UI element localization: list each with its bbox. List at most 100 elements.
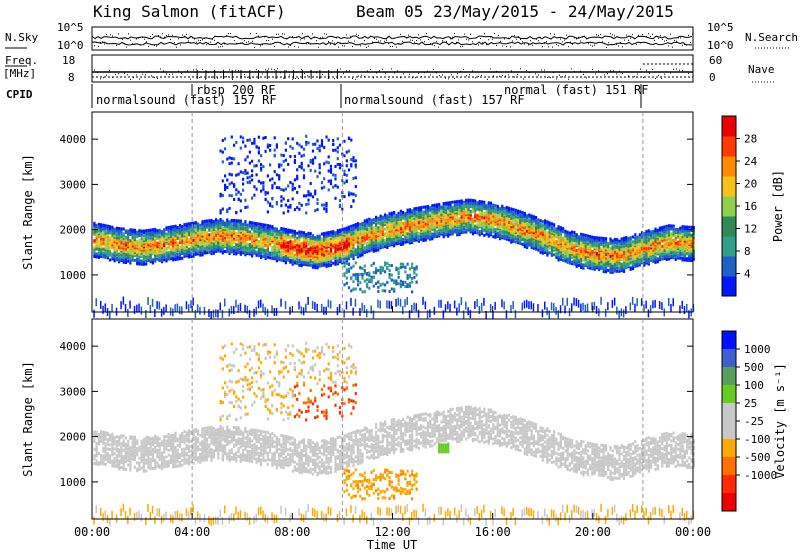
power-cell: [318, 244, 321, 248]
power-cell: [332, 234, 335, 238]
power-cell: [282, 159, 285, 163]
power-cell: [381, 289, 384, 293]
power-cell: [136, 235, 139, 239]
power-cell: [474, 216, 477, 220]
power-cell: [379, 228, 382, 232]
power-cell: [449, 212, 452, 216]
power-cell: [215, 232, 218, 236]
power-cell: [471, 205, 475, 209]
power-cell: [208, 241, 211, 245]
power-cell: [379, 246, 382, 250]
power-cell: [341, 236, 344, 239]
power-cell: [469, 209, 472, 213]
power-cell: [361, 228, 364, 232]
power-cell: [196, 244, 200, 248]
power-cell: [356, 225, 360, 229]
power-cell: [503, 227, 506, 231]
power-cell: [368, 246, 371, 250]
power-cell: [235, 231, 238, 235]
power-cell: [354, 163, 357, 167]
power-cell: [187, 249, 191, 253]
power-cell: [142, 229, 145, 233]
power-cell: [496, 228, 499, 232]
power-cell: [242, 249, 245, 253]
power-cell: [169, 247, 173, 251]
power-cell: [352, 223, 355, 227]
power-cell: [228, 220, 231, 224]
power-cell: [460, 204, 463, 208]
power-cell: [480, 302, 483, 311]
power-cell: [559, 249, 562, 253]
power-cell: [460, 226, 463, 230]
power-cell: [149, 257, 152, 261]
noise-dot: [104, 43, 105, 45]
power-cell: [381, 221, 384, 225]
power-cell: [178, 238, 182, 242]
power-cell: [553, 303, 555, 312]
power-cell: [111, 244, 114, 248]
noise-dot: [366, 47, 367, 48]
power-cell: [420, 228, 423, 232]
power-cell: [390, 287, 393, 291]
power-cell: [260, 230, 263, 234]
power-cell: [501, 218, 504, 222]
power-cell: [262, 237, 265, 241]
power-cell: [291, 246, 294, 250]
power-cell: [334, 184, 337, 188]
power-cell: [548, 235, 551, 239]
power-cell: [309, 168, 312, 172]
power-cell: [244, 172, 247, 175]
power-cell: [140, 246, 143, 250]
power-cell: [537, 248, 540, 252]
power-cell: [311, 256, 315, 260]
power-cell: [359, 225, 362, 229]
power-cell: [559, 256, 562, 260]
power-cell: [100, 301, 102, 309]
power-cell: [465, 225, 468, 229]
power-cell: [102, 255, 105, 259]
power-cell: [492, 230, 495, 234]
power-cell: [228, 221, 231, 225]
power-cell: [226, 229, 229, 233]
power-cell: [429, 236, 432, 240]
power-cell: [336, 248, 339, 252]
power-cell: [413, 229, 416, 233]
power-cell: [435, 203, 438, 207]
power-cell: [269, 251, 272, 255]
power-cell: [305, 237, 308, 241]
power-cell: [487, 201, 490, 205]
power-cell: [298, 151, 301, 155]
power-cell: [429, 207, 432, 211]
freq-dot: [520, 68, 521, 70]
power-cell: [300, 253, 303, 256]
power-cell: [557, 256, 560, 260]
power-cell: [519, 221, 522, 225]
power-cell: [386, 239, 389, 243]
power-cell: [462, 210, 466, 214]
power-cell: [196, 241, 200, 245]
power-cell: [546, 221, 549, 225]
power-cell: [539, 246, 542, 250]
freq-dot: [604, 74, 605, 76]
power-cell: [489, 209, 493, 213]
power-cell: [106, 226, 109, 230]
power-cell: [138, 253, 141, 256]
power-cell: [332, 148, 335, 152]
power-cell: [338, 163, 342, 166]
freq-dot: [127, 74, 128, 76]
power-cell: [154, 251, 157, 255]
power-cell: [109, 247, 112, 251]
power-cell: [325, 234, 328, 238]
power-cell: [287, 199, 290, 203]
power-cell: [113, 254, 116, 258]
freq-dot: [370, 69, 371, 70]
power-cell: [546, 223, 549, 227]
noise-dot: [122, 38, 123, 40]
noise-dot: [504, 38, 505, 40]
power-cell: [469, 310, 472, 319]
power-cell: [255, 237, 258, 241]
power-cell: [352, 250, 355, 254]
power-cell: [219, 241, 222, 245]
power-cell: [370, 247, 373, 251]
power-cell: [242, 233, 245, 237]
